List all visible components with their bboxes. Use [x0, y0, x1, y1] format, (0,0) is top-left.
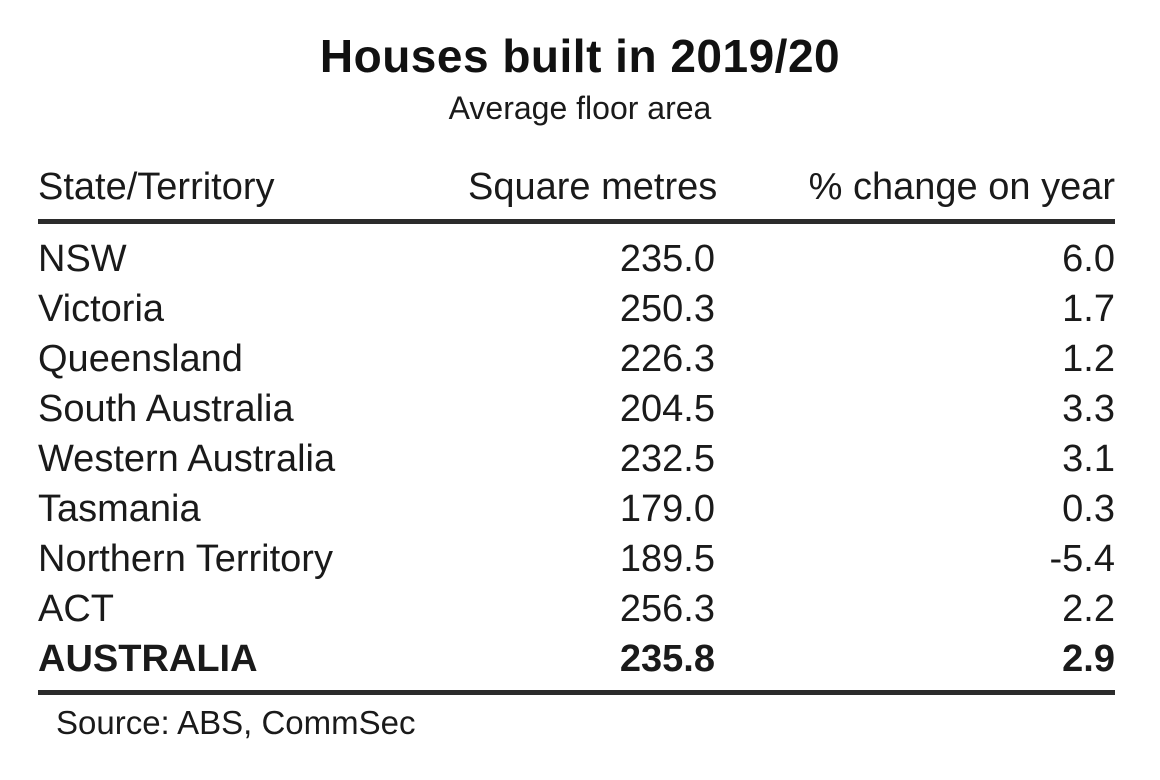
table-row: AUSTRALIA 235.8 2.9: [38, 634, 1115, 696]
cell-square-metres: 250.3: [619, 288, 715, 331]
cell-state: Victoria: [38, 288, 165, 331]
cell-state: Western Australia: [38, 438, 336, 481]
cell-pct-change: 3.1: [1062, 438, 1115, 481]
table-row: NSW 235.0 6.0: [38, 222, 1115, 285]
column-header-state-territory: State/Territory: [38, 165, 468, 225]
cell-square-metres: 226.3: [619, 338, 715, 381]
table-body: NSW 235.0 6.0 Victoria 250.3 1.7 Queensl…: [38, 222, 1115, 696]
cell-pct-change: 6.0: [1062, 238, 1115, 281]
cell-square-metres: 204.5: [619, 388, 715, 431]
cell-pct-change: 2.9: [715, 634, 1115, 696]
column-header-pct-change: % change on year: [715, 165, 1115, 225]
cell-state: AUSTRALIA: [38, 634, 468, 696]
cell-state: ACT: [38, 588, 114, 631]
table-row: Queensland 226.3 1.2: [38, 334, 1115, 384]
table-row: Western Australia 232.5 3.1: [38, 434, 1115, 484]
cell-square-metres: 179.0: [619, 488, 715, 531]
floor-area-table: State/Territory Square metres % change o…: [38, 165, 1115, 696]
cell-pct-change: 0.3: [1062, 488, 1115, 531]
cell-pct-change: -5.4: [1049, 538, 1115, 581]
cell-pct-change: 1.2: [1062, 338, 1115, 381]
cell-square-metres: 235.8: [468, 634, 715, 696]
cell-state: Northern Territory: [38, 538, 333, 581]
cell-state: NSW: [38, 238, 127, 281]
table-row: Northern Territory 189.5 -5.4: [38, 534, 1115, 584]
table-row: South Australia 204.5 3.3: [38, 384, 1115, 434]
cell-pct-change: 3.3: [1062, 388, 1115, 431]
cell-square-metres: 189.5: [619, 538, 715, 581]
table-row: ACT 256.3 2.2: [38, 584, 1115, 634]
cell-state: Tasmania: [38, 488, 201, 531]
cell-pct-change: 1.7: [1062, 288, 1115, 331]
cell-pct-change: 2.2: [1062, 588, 1115, 631]
page-title: Houses built in 2019/20: [319, 30, 841, 82]
cell-square-metres: 235.0: [619, 238, 715, 281]
table-row: Tasmania 179.0 0.3: [38, 484, 1115, 534]
cell-state: Queensland: [38, 338, 243, 381]
header-row: State/Territory Square metres % change o…: [38, 165, 1115, 225]
source-note: Source: ABS, CommSec: [56, 704, 416, 742]
cell-square-metres: 232.5: [619, 438, 715, 481]
column-header-square-metres: Square metres: [468, 165, 717, 225]
cell-square-metres: 256.3: [619, 588, 715, 631]
page-subtitle: Average floor area: [448, 89, 712, 126]
table-row: Victoria 250.3 1.7: [38, 284, 1115, 334]
cell-state: South Australia: [38, 388, 294, 431]
